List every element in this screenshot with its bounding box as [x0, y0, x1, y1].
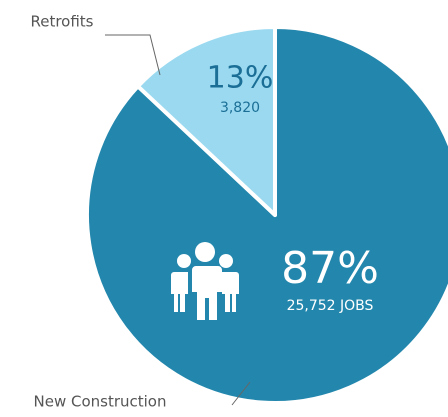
value-label: 87% — [281, 243, 379, 294]
jobs-label: 25,752 JOBS — [287, 298, 374, 314]
category-label: Retrofits — [30, 13, 93, 31]
pie-slice — [135, 25, 277, 217]
leader-line — [105, 34, 161, 76]
jobs-label: 3,820 — [220, 100, 260, 116]
category-label: New Construction — [34, 393, 167, 411]
value-label: 13% — [207, 61, 274, 96]
people-icon — [171, 242, 239, 320]
leader-line — [231, 381, 251, 406]
